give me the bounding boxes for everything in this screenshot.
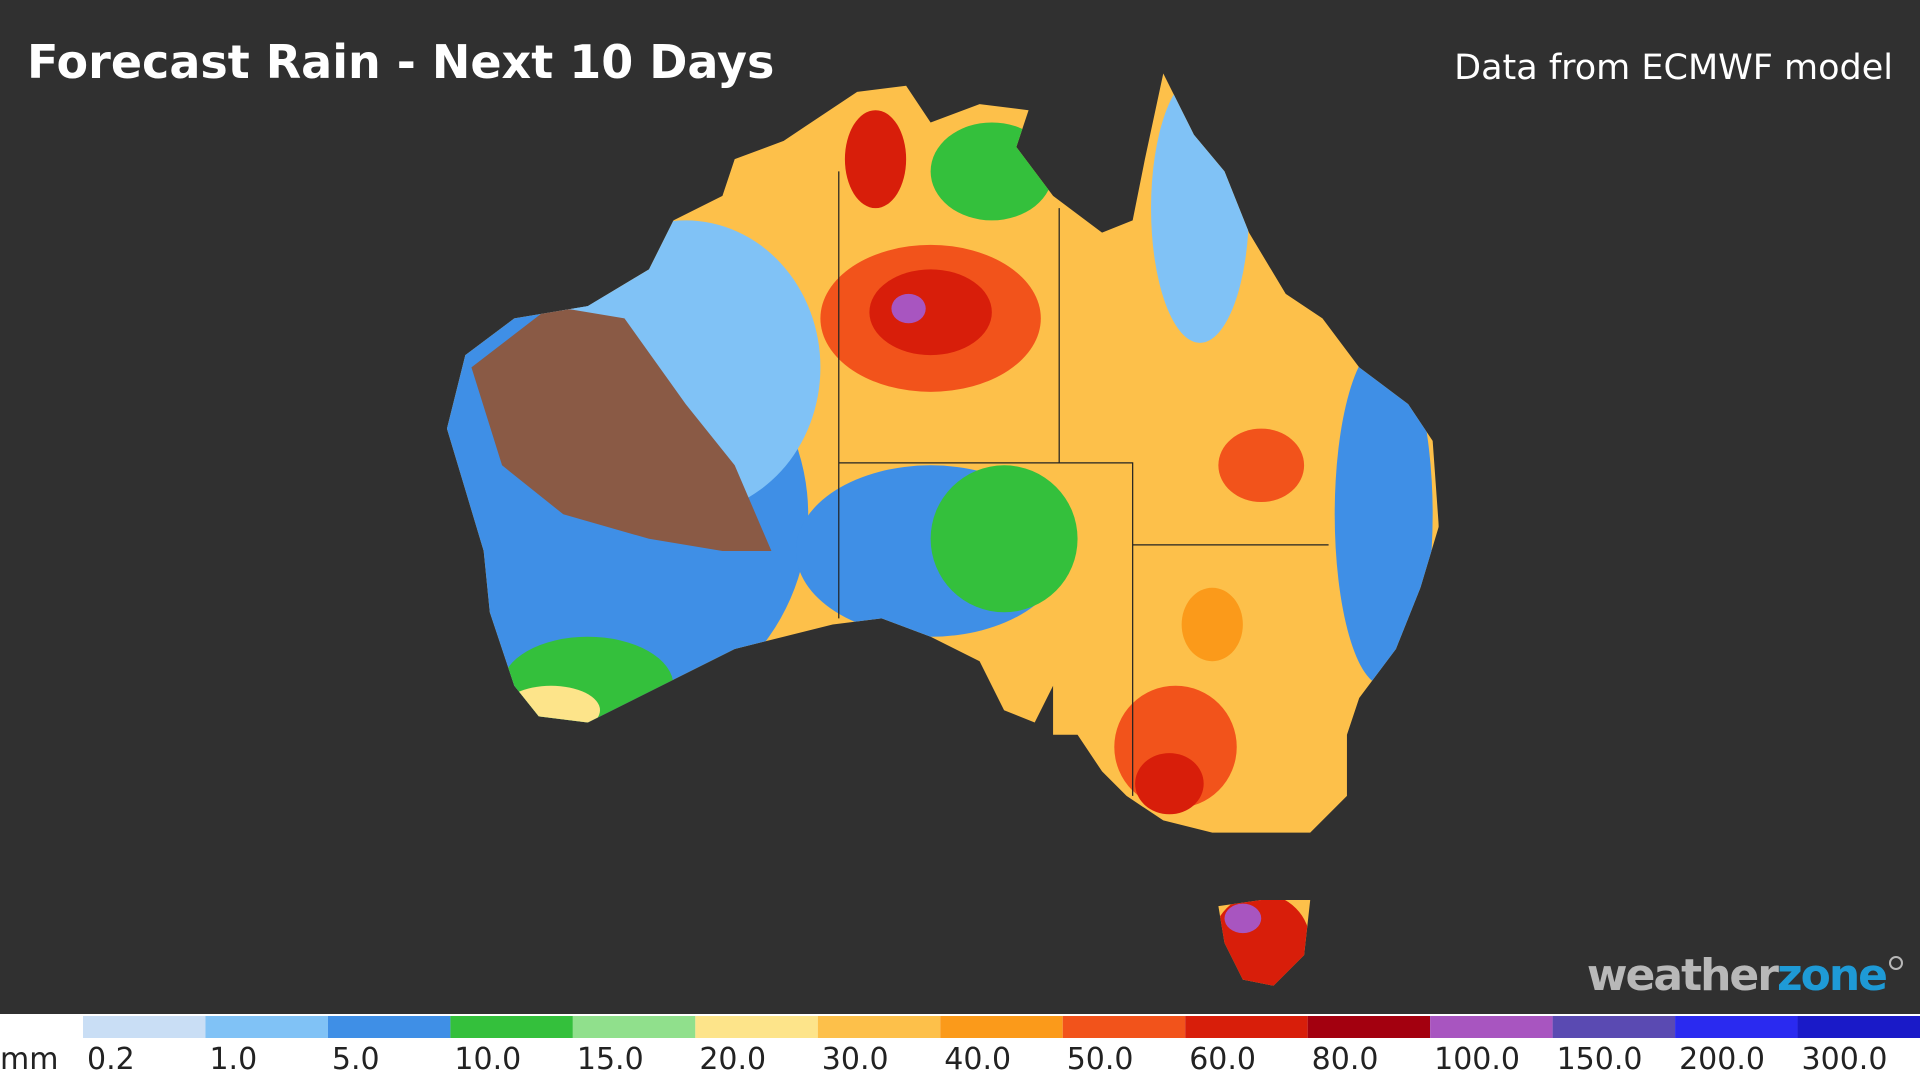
legend-label: 0.2 [87,1042,135,1077]
legend-swatch [572,1016,696,1038]
legend-label: 40.0 [944,1042,1011,1077]
legend-label: 30.0 [822,1042,889,1077]
logo: weatherzone [1587,950,1886,1001]
legend-label: 300.0 [1802,1042,1888,1077]
legend-label: 1.0 [209,1042,257,1077]
legend-label: 10.0 [454,1042,521,1077]
legend-label: 200.0 [1679,1042,1765,1077]
legend: 0.2 1.0 5.0 10.0 15.0 20.0 30.0 40.0 50.0 60.0 80.… [83,1016,1920,1077]
legend-swatch [1185,1016,1308,1038]
legend-swatch [205,1016,328,1038]
legend-swatch [450,1016,573,1038]
legend-swatch [1675,1016,1798,1038]
title: Forecast Rain - Next 10 Days [27,35,774,89]
legend-swatch [1307,1016,1431,1038]
legend-unit: mm [0,1042,58,1077]
legend-label: 100.0 [1434,1042,1520,1077]
legend-swatch [940,1016,1063,1038]
legend-label: 20.0 [699,1042,766,1077]
legend-swatch [1552,1016,1676,1038]
legend-label: 60.0 [1189,1042,1256,1077]
legend-swatch [327,1016,451,1038]
logo-part: zone [1777,950,1886,1001]
legend-swatch [83,1016,206,1038]
legend-label: 5.0 [332,1042,380,1077]
legend-swatch [1797,1016,1920,1038]
legend-label: 15.0 [577,1042,644,1077]
legend-swatch [1430,1016,1553,1038]
legend-label: 150.0 [1557,1042,1643,1077]
legend-swatch [817,1016,941,1038]
legend-label: 50.0 [1067,1042,1134,1077]
legend-swatch [1062,1016,1186,1038]
legend-swatch [695,1016,818,1038]
state-borders [838,171,1329,796]
logo-degree [1889,956,1903,970]
legend-label: 80.0 [1312,1042,1379,1077]
logo-part: weather [1587,950,1779,1001]
source: Data from ECMWF model [1454,48,1893,88]
